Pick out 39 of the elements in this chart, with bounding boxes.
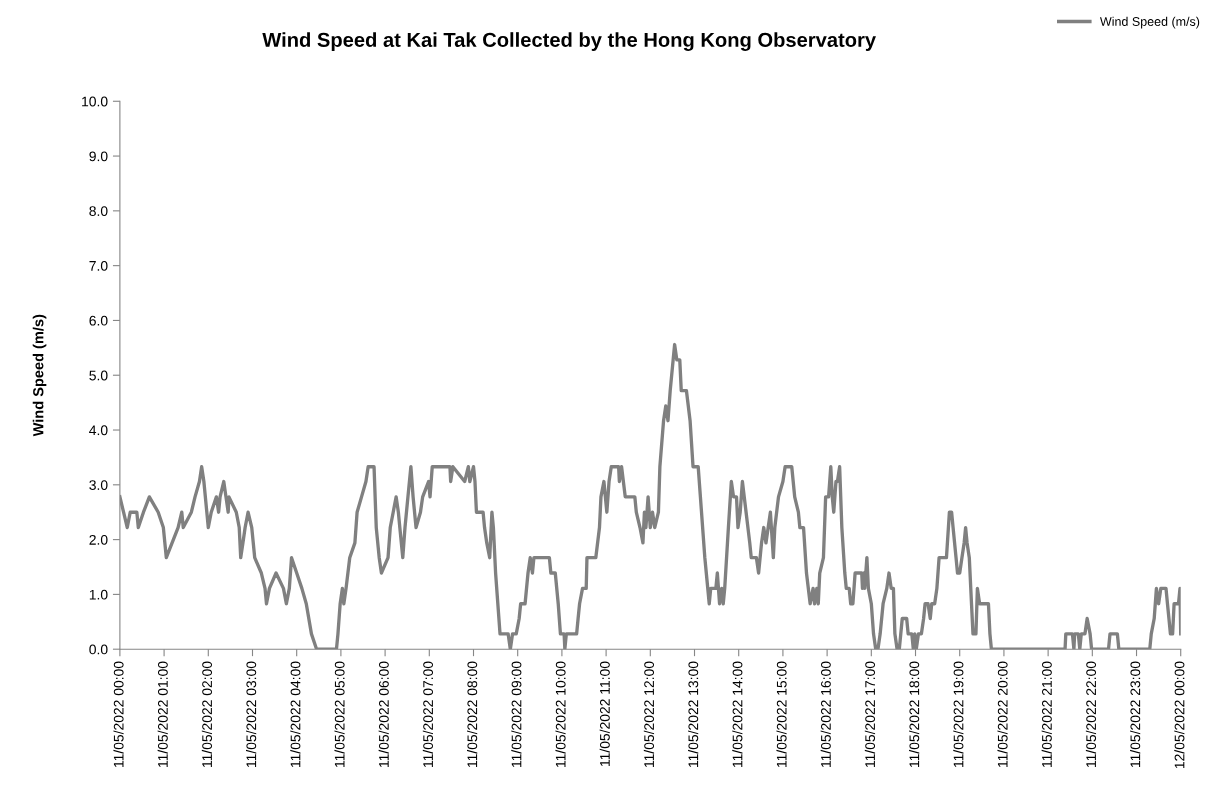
x-tick-label: 11/05/2022 08:00 [467,661,478,768]
x-tick-label: 11/05/2022 05:00 [334,661,345,768]
x-tick-label: 11/05/2022 06:00 [378,661,389,768]
x-tick-label: 11/05/2022 20:00 [997,661,1008,768]
x-tick-label: 11/05/2022 17:00 [864,661,876,768]
chart-title: Wind Speed at Kai Tak Collected by the Hong Kong Observatory [262,32,876,52]
x-tick-label: 11/05/2022 00:00 [113,661,124,768]
y-tick-label: 8.0 [89,206,108,217]
y-tick-label: 1.0 [89,589,108,600]
y-tick-label: 3.0 [89,480,108,490]
y-tick-label: 5.0 [89,370,108,381]
x-tick-label: 11/05/2022 22:00 [1085,661,1097,768]
y-tick-label: 4.0 [89,425,108,436]
x-tick-label: 11/05/2022 10:00 [555,661,566,768]
x-tick-label: 11/05/2022 11:00 [599,661,610,767]
x-tick-label: 12/05/2022 00:00 [1174,661,1185,769]
x-tick-label: 11/05/2022 18:00 [909,661,920,768]
x-tick-label: 11/05/2022 21:00 [1041,661,1052,768]
y-axis-title: Wind Speed (m/s) [32,314,47,437]
legend-label: Wind Speed (m/s) [1099,16,1200,29]
x-tick-label: 11/05/2022 19:00 [953,661,964,768]
x-tick-label: 11/05/2022 15:00 [776,661,787,768]
x-tick-label: 11/05/2022 12:00 [643,661,655,768]
x-tick-label: 11/05/2022 16:00 [820,661,831,768]
x-tick-label: 11/05/2022 09:00 [511,661,522,768]
y-tick-label: 9.0 [89,151,108,162]
x-tick-label: 11/05/2022 13:00 [688,661,699,768]
x-tick-label: 11/05/2022 23:00 [1130,661,1141,768]
y-tick-label: 0.0 [89,644,108,655]
y-tick-label: 2.0 [89,534,108,545]
x-tick-label: 11/05/2022 02:00 [201,661,213,768]
y-tick-label: 6.0 [89,315,108,326]
y-tick-label: 7.0 [89,260,108,271]
x-tick-label: 11/05/2022 14:00 [732,661,743,768]
x-tick-label: 11/05/2022 04:00 [290,661,301,768]
x-tick-label: 11/05/2022 07:00 [422,661,434,768]
x-tick-label: 11/05/2022 01:00 [157,661,168,768]
y-tick-label: 10.0 [82,96,108,107]
x-tick-label: 11/05/2022 03:00 [246,661,257,768]
